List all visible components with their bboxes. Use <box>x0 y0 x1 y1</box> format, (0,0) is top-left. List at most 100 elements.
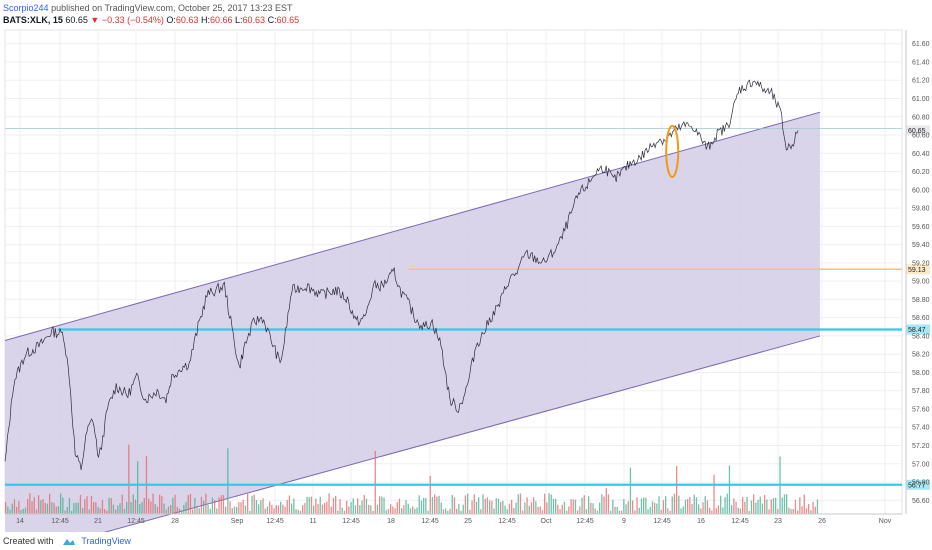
volume-bar <box>405 500 407 514</box>
volume-bar <box>24 507 27 514</box>
volume-bar <box>93 502 95 514</box>
volume-bar <box>572 499 574 514</box>
volume-bar <box>306 496 308 514</box>
volume-bar <box>40 500 42 514</box>
volume-bar <box>559 509 561 514</box>
volume-bar <box>218 497 220 514</box>
volume-bar <box>625 504 627 514</box>
publish-line: Scorpio244 published on TradingView.com,… <box>3 2 923 14</box>
volume-bars <box>5 444 819 514</box>
price-tick-label: 61.60 <box>912 41 930 48</box>
volume-bar <box>86 496 88 514</box>
volume-bar <box>500 501 502 514</box>
volume-bar <box>398 498 401 514</box>
annotations[interactable] <box>665 124 680 179</box>
price-tick-label: 59.00 <box>912 279 930 286</box>
volume-bar <box>238 502 240 514</box>
volume-bar <box>436 496 438 514</box>
time-axis[interactable]: 14 12:45 21 12:45 28 Sep 12:45 11 12:45 18 12:45 25… <box>5 513 902 525</box>
volume-bar <box>97 506 99 514</box>
volume-bar <box>68 497 71 514</box>
volume-bar <box>31 501 33 514</box>
volume-bar <box>200 496 203 514</box>
volume-bar <box>590 502 592 514</box>
volume-bar <box>475 501 478 514</box>
volume-bar <box>636 497 638 514</box>
volume-bar <box>766 499 768 514</box>
volume-bar <box>541 510 544 514</box>
volume-bar <box>27 498 29 514</box>
volume-bar <box>713 474 715 514</box>
volume-bar <box>115 509 117 514</box>
author-link[interactable]: Scorpio244 <box>3 3 49 13</box>
ellipse-annotation[interactable] <box>665 124 680 179</box>
volume-bar <box>781 497 783 514</box>
volume-bar <box>814 506 816 514</box>
price-tick-label: 57.40 <box>912 425 930 432</box>
volume-bar <box>308 497 310 514</box>
volume-bar <box>29 493 31 514</box>
level-price-tag: 59.13 <box>908 267 926 274</box>
price-tick-label: 59.60 <box>912 224 930 231</box>
channel-lower-line[interactable] <box>5 335 821 532</box>
volume-bar <box>808 504 810 514</box>
volume-bar <box>429 475 431 514</box>
volume-bar <box>680 508 682 514</box>
volume-bar <box>480 509 482 514</box>
volume-bar <box>548 493 550 514</box>
time-tick-label: 9 <box>622 518 626 525</box>
volume-bar <box>313 505 315 514</box>
volume-bar <box>601 494 603 514</box>
volume-bar <box>453 497 456 514</box>
volume-bar <box>42 499 44 514</box>
volume-bar <box>90 496 93 514</box>
volume-bar <box>337 510 339 514</box>
price-tick-label: 58.20 <box>912 352 930 359</box>
volume-bar <box>462 504 464 514</box>
volume-bar <box>95 502 97 514</box>
price-tick-label: 59.80 <box>912 206 930 213</box>
volume-bar <box>460 510 462 514</box>
price-tick-label: 58.60 <box>912 315 930 322</box>
volume-bar <box>658 496 660 514</box>
horizontal-levels[interactable]: 58.47 59.13 56.77 <box>5 128 930 490</box>
volume-bar <box>244 505 247 514</box>
symbol-label[interactable]: BATS:XLK, 15 <box>3 15 63 25</box>
time-tick-label: 21 <box>94 518 102 525</box>
volume-bar <box>211 497 214 514</box>
volume-bar <box>196 506 198 514</box>
volume-bar <box>414 508 416 514</box>
volume-bar <box>581 497 583 514</box>
volume-bar <box>691 504 693 514</box>
volume-bar <box>231 508 233 514</box>
volume-bar <box>616 507 618 514</box>
price-tick-label: 60.80 <box>912 114 930 121</box>
volume-bar <box>588 496 590 514</box>
volume-bar <box>522 510 524 514</box>
volume-bar <box>253 494 255 514</box>
price-axis[interactable]: 61.60 61.40 61.20 61.00 60.80 60.60 60.40 60.20… <box>905 30 930 514</box>
volume-bar <box>143 498 145 514</box>
volume-bar <box>104 509 106 514</box>
volume-bar <box>700 508 702 514</box>
time-tick-label: Nov <box>879 518 892 525</box>
volume-bar <box>310 496 313 514</box>
volume-bar <box>189 494 192 514</box>
volume-bar <box>222 495 225 514</box>
price-tick-label: 59.20 <box>912 260 930 267</box>
volume-bar <box>46 503 49 514</box>
parallel-channel[interactable] <box>4 111 821 532</box>
channel-upper-line[interactable] <box>4 111 821 341</box>
volume-bar <box>731 505 733 514</box>
volume-bar <box>134 499 137 514</box>
volume-bar <box>607 494 610 514</box>
published-text: published on TradingView.com, October 25… <box>51 3 293 13</box>
volume-bar <box>678 495 680 514</box>
volume-bar <box>451 494 453 514</box>
volume-bar <box>662 500 665 514</box>
volume-bar <box>726 493 728 514</box>
volume-bar <box>275 505 277 514</box>
volume-bar <box>746 496 748 514</box>
tradingview-brand[interactable]: TradingView <box>81 536 131 546</box>
